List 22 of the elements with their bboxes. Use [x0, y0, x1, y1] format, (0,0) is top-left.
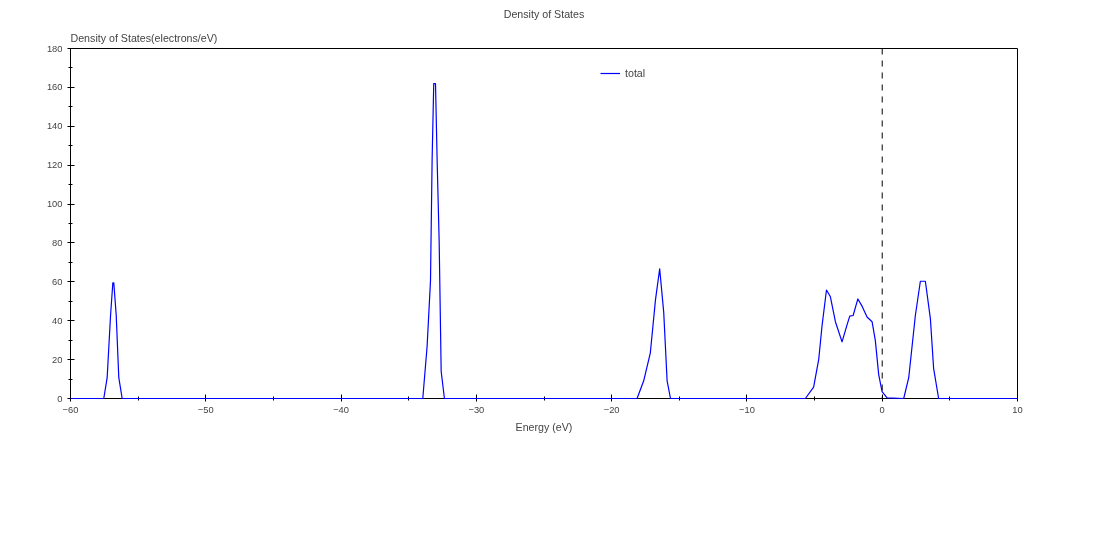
x-tick-label: −10	[739, 404, 755, 415]
x-tick-label: 10	[1012, 404, 1023, 415]
y-tick-label: 180	[46, 43, 63, 54]
y-tick-label: 140	[46, 121, 63, 132]
y-tick-label: 0	[57, 393, 63, 404]
x-tick-label: −60	[62, 404, 79, 415]
x-tick-label: −50	[197, 404, 214, 415]
x-tick-label: 0	[879, 404, 885, 415]
x-tick-label: −20	[603, 404, 620, 415]
y-tick-label: 20	[52, 354, 63, 365]
y-tick-label: 100	[46, 199, 63, 210]
y-axis-title: Density of States(electrons/eV)	[70, 31, 218, 44]
y-tick-label: 60	[52, 276, 63, 287]
legend-label: total	[625, 67, 646, 79]
chart-title: Density of States	[503, 7, 585, 20]
x-tick-label: −30	[468, 404, 485, 415]
y-tick-label: 80	[52, 237, 63, 248]
x-tick-label: −40	[333, 404, 349, 415]
y-tick-label: 40	[52, 315, 63, 326]
y-tick-label: 120	[46, 160, 63, 171]
y-tick-label: 160	[46, 82, 63, 93]
x-axis-title: Energy (eV)	[515, 420, 573, 433]
